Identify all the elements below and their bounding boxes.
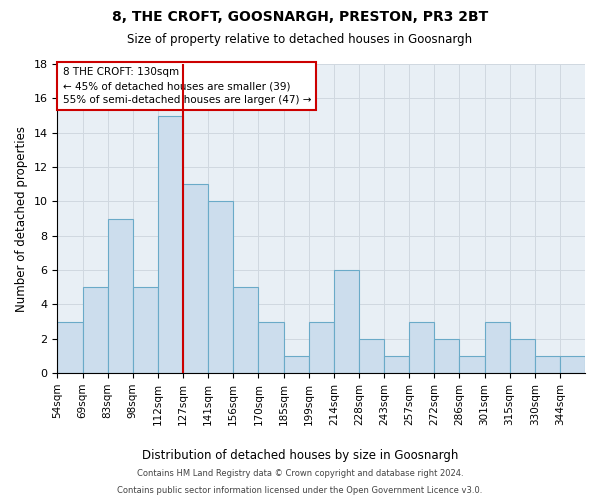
Bar <box>233 288 259 373</box>
Text: Contains public sector information licensed under the Open Government Licence v3: Contains public sector information licen… <box>118 486 482 495</box>
Bar <box>485 322 509 373</box>
Bar <box>409 322 434 373</box>
Bar <box>434 339 460 373</box>
Bar <box>334 270 359 373</box>
Bar <box>158 116 183 373</box>
Bar <box>535 356 560 373</box>
Bar <box>58 322 83 373</box>
Bar <box>183 184 208 373</box>
Bar <box>83 288 107 373</box>
Bar <box>284 356 308 373</box>
Bar <box>384 356 409 373</box>
Bar <box>560 356 585 373</box>
Text: Size of property relative to detached houses in Goosnargh: Size of property relative to detached ho… <box>127 32 473 46</box>
Text: 8 THE CROFT: 130sqm
← 45% of detached houses are smaller (39)
55% of semi-detach: 8 THE CROFT: 130sqm ← 45% of detached ho… <box>62 67 311 105</box>
Bar <box>359 339 384 373</box>
Bar <box>259 322 284 373</box>
Bar <box>133 288 158 373</box>
Bar <box>509 339 535 373</box>
Text: 8, THE CROFT, GOOSNARGH, PRESTON, PR3 2BT: 8, THE CROFT, GOOSNARGH, PRESTON, PR3 2B… <box>112 10 488 24</box>
Text: Contains HM Land Registry data © Crown copyright and database right 2024.: Contains HM Land Registry data © Crown c… <box>137 468 463 477</box>
Bar <box>308 322 334 373</box>
Bar <box>107 218 133 373</box>
Y-axis label: Number of detached properties: Number of detached properties <box>15 126 28 312</box>
Bar <box>208 202 233 373</box>
Bar <box>460 356 485 373</box>
Text: Distribution of detached houses by size in Goosnargh: Distribution of detached houses by size … <box>142 450 458 462</box>
